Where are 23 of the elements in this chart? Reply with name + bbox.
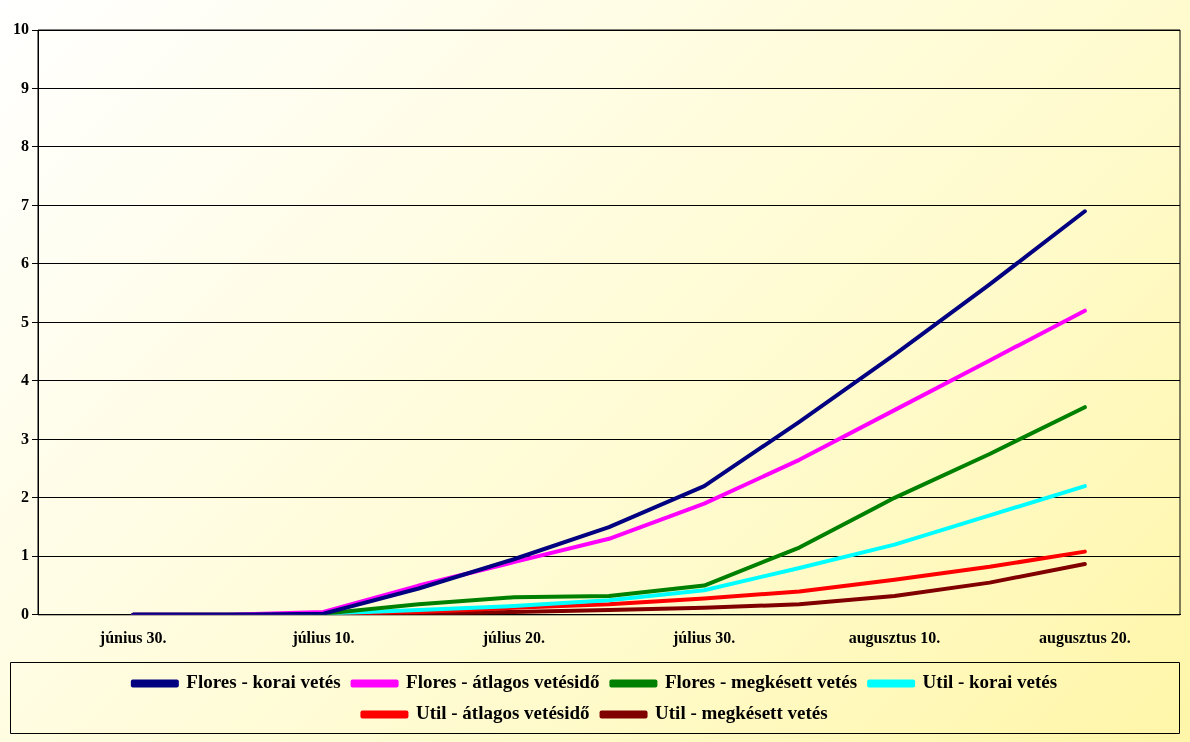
y-tick-label: 1 [21, 546, 29, 564]
y-tick-label: 10 [13, 20, 29, 38]
y-tick-label: 2 [21, 487, 29, 505]
x-tick-label: június 30. [98, 628, 167, 647]
y-tick-label: 9 [21, 78, 29, 96]
y-tick-label: 7 [21, 195, 29, 213]
legend-label: Util - korai vetés [922, 671, 1058, 693]
legend-label: Util - átlagos vetésidő [415, 702, 590, 724]
legend-label: Flores - átlagos vetésidő [406, 671, 600, 693]
y-tick-label: 3 [21, 429, 29, 447]
y-tick-label: 8 [21, 137, 29, 155]
legend-label: Flores - megkésett vetés [664, 671, 858, 693]
y-tick-label: 4 [21, 371, 29, 389]
legend-label: Flores - korai vetés [186, 671, 341, 693]
x-tick-label: július 20. [481, 628, 545, 647]
x-tick-label: július 30. [672, 628, 736, 647]
legend-label: Util - megkésett vetés [655, 702, 828, 724]
x-tick-label: augusztus 20. [1039, 628, 1131, 647]
x-tick-label: július 10. [291, 628, 355, 647]
y-tick-label: 6 [21, 254, 29, 272]
y-tick-label: 5 [21, 312, 29, 330]
x-tick-label: augusztus 10. [848, 628, 941, 647]
y-tick-label: 0 [21, 604, 29, 622]
